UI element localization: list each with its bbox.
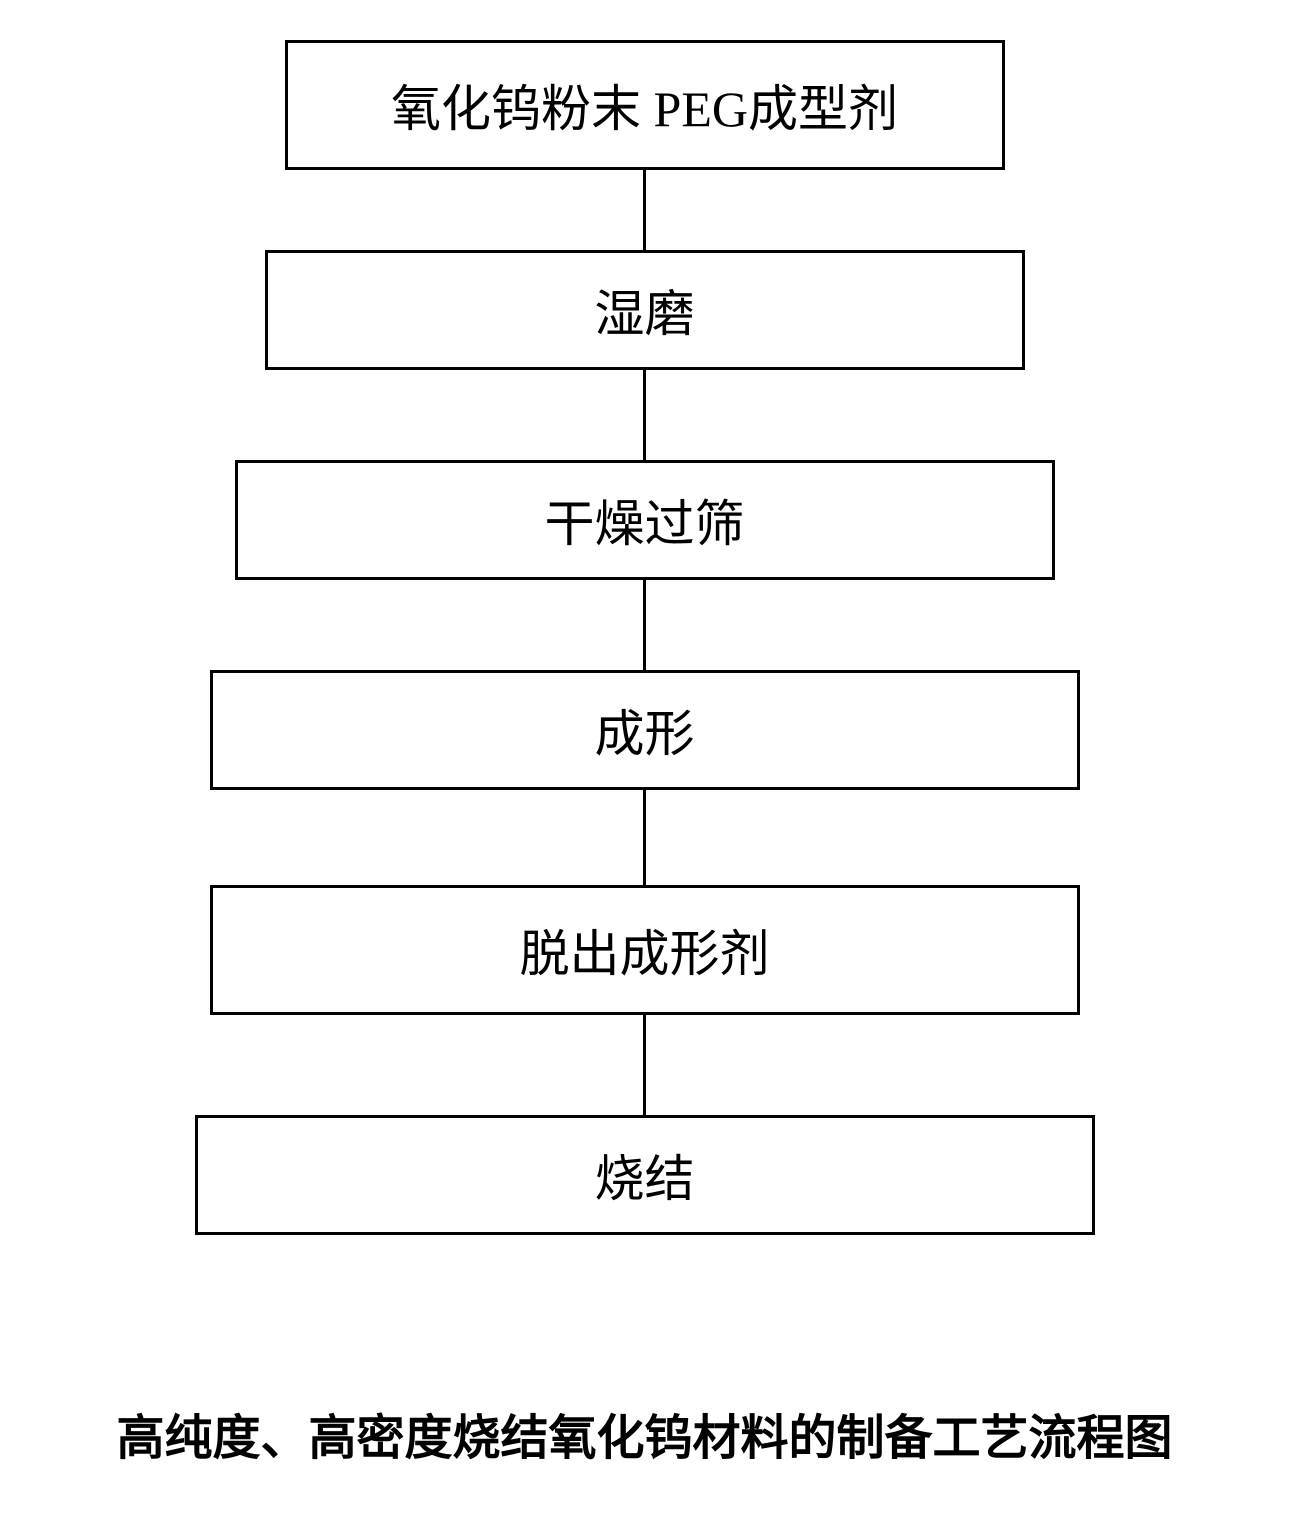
- flowchart-box-0-label: 氧化钨粉末 PEG成型剂: [391, 69, 898, 141]
- flowchart-box-5: 烧结: [195, 1115, 1095, 1235]
- flowchart-box-3: 成形: [210, 670, 1080, 790]
- flowchart-connector-3: [643, 790, 646, 885]
- flowchart-box-4: 脱出成形剂: [210, 885, 1080, 1015]
- flowchart-box-4-label: 脱出成形剂: [520, 914, 770, 986]
- caption: 高纯度、高密度烧结氧化钨材料的制备工艺流程图: [0, 1398, 1289, 1468]
- flowchart-box-5-label: 烧结: [595, 1139, 695, 1211]
- flowchart-connector-4: [643, 1015, 646, 1115]
- flowchart-box-3-label: 成形: [595, 694, 695, 766]
- flowchart-box-0: 氧化钨粉末 PEG成型剂: [285, 40, 1005, 170]
- flowchart-connector-0: [643, 170, 646, 250]
- flowchart-box-1-label: 湿磨: [595, 274, 695, 346]
- flowchart-box-2: 干燥过筛: [235, 460, 1055, 580]
- flowchart-container: 氧化钨粉末 PEG成型剂 湿磨 干燥过筛 成形 脱出成形剂 烧结: [195, 40, 1095, 1235]
- flowchart-connector-2: [643, 580, 646, 670]
- flowchart-box-2-label: 干燥过筛: [545, 484, 745, 556]
- flowchart-box-1: 湿磨: [265, 250, 1025, 370]
- caption-text: 高纯度、高密度烧结氧化钨材料的制备工艺流程图: [116, 1412, 1172, 1465]
- flowchart-connector-1: [643, 370, 646, 460]
